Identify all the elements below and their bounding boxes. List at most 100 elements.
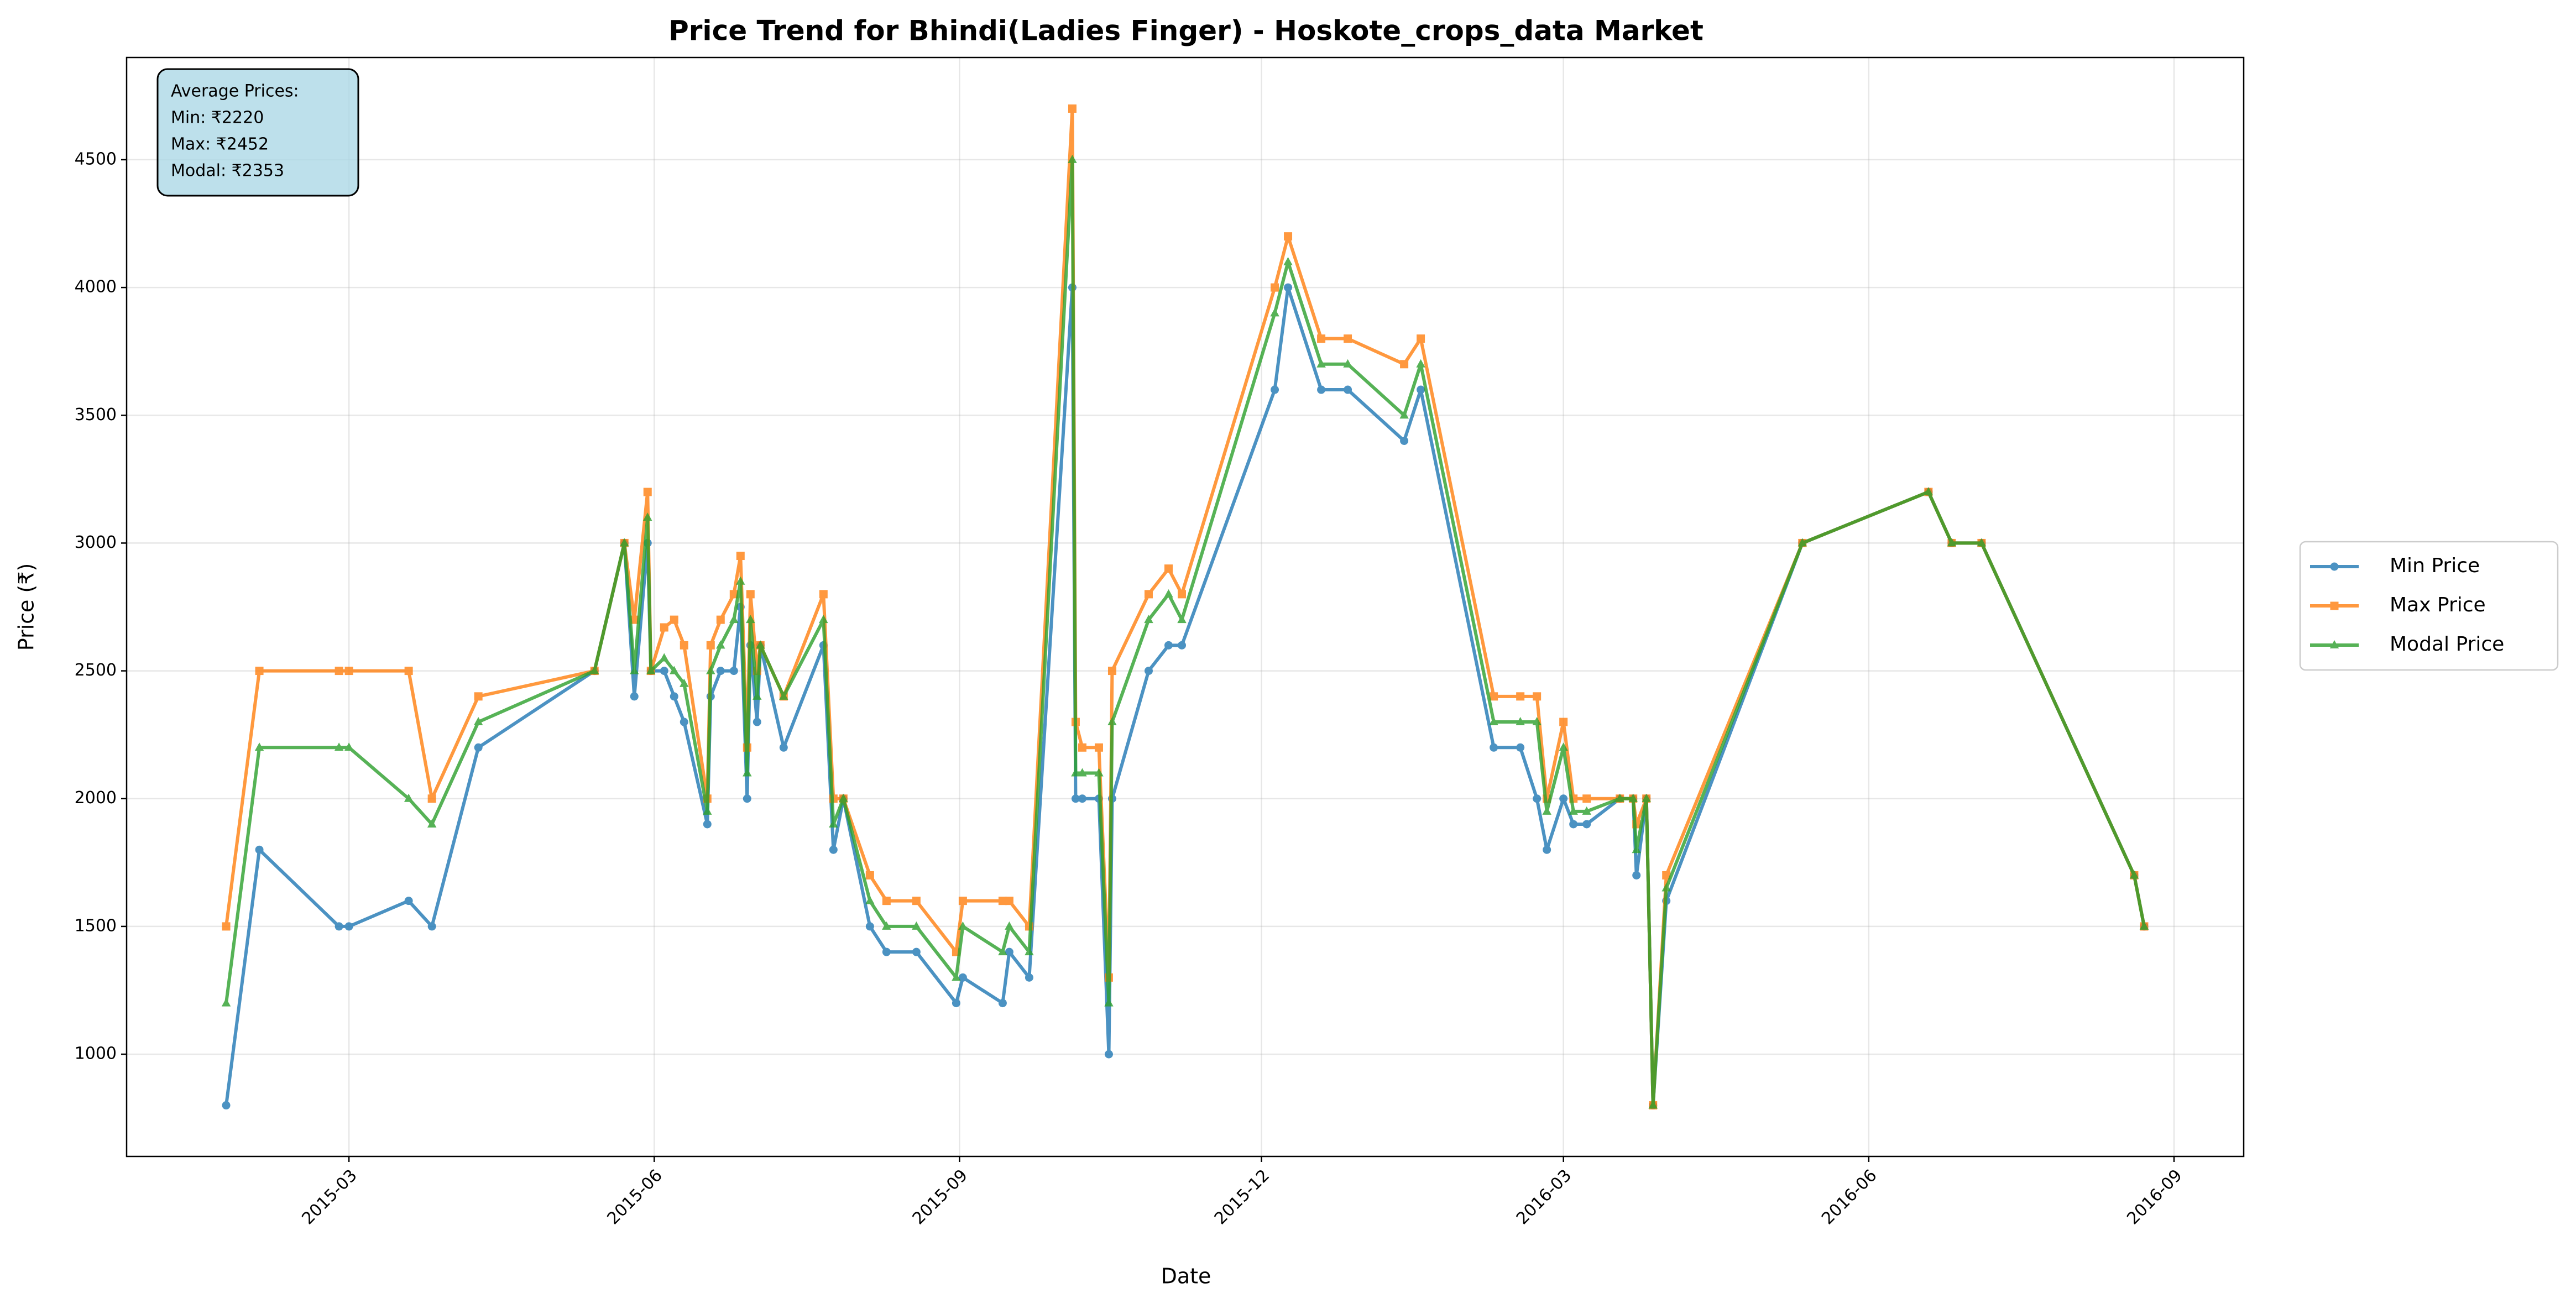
marker (1025, 973, 1033, 982)
marker (1317, 385, 1326, 394)
marker (2330, 601, 2339, 610)
marker (1628, 793, 1638, 802)
marker (1144, 667, 1153, 676)
marker (736, 552, 745, 561)
marker (1317, 334, 1326, 343)
marker (1632, 871, 1641, 879)
marker (680, 718, 688, 726)
marker (642, 512, 652, 521)
marker (222, 922, 231, 931)
marker (706, 666, 715, 674)
marker (221, 998, 231, 1007)
marker (427, 922, 436, 931)
annotation-text: Max: ₹2452 (171, 135, 269, 154)
legend-label: Max Price (2390, 594, 2486, 616)
marker (473, 717, 483, 726)
line (224, 107, 2146, 1107)
marker (1399, 410, 1409, 419)
marker (646, 666, 656, 674)
marker (1582, 806, 1591, 815)
marker (630, 615, 639, 624)
marker (1068, 154, 1077, 163)
chart-title: Price Trend for Bhindi(Ladies Finger) - … (668, 15, 1704, 47)
marker (1662, 871, 1671, 879)
marker (882, 897, 891, 905)
marker (1977, 538, 1987, 547)
marker (865, 871, 874, 879)
marker (952, 972, 961, 981)
marker (1542, 806, 1551, 815)
marker (2330, 562, 2339, 571)
marker (1559, 718, 1568, 726)
marker (1078, 743, 1086, 752)
series (222, 104, 2149, 1110)
marker (703, 806, 712, 815)
marker (589, 666, 599, 674)
legend-entry (2310, 562, 2359, 571)
marker (1177, 615, 1187, 624)
marker (344, 667, 353, 676)
legend-box (2299, 541, 2559, 671)
marker (1533, 794, 1542, 803)
marker (2139, 921, 2149, 930)
marker (344, 742, 354, 751)
marker (1071, 794, 1080, 803)
marker (1068, 104, 1077, 113)
marker (819, 615, 828, 624)
plot-frame (126, 56, 2245, 1158)
marker (1343, 359, 1352, 368)
marker (779, 743, 788, 752)
marker (998, 897, 1007, 905)
marker (912, 947, 921, 956)
marker (1107, 717, 1117, 726)
annotation-text: Average Prices: (171, 82, 299, 101)
marker (660, 653, 669, 662)
marker (254, 742, 264, 751)
marker (839, 793, 848, 802)
annotation-text: Min: ₹2220 (171, 108, 264, 128)
marker (1490, 692, 1498, 701)
marker (912, 897, 921, 905)
marker (1164, 589, 1173, 598)
marker (2129, 870, 2139, 879)
marker (1271, 283, 1279, 292)
marker (958, 973, 967, 982)
marker (779, 691, 788, 700)
marker (1104, 998, 1114, 1007)
marker (1532, 717, 1542, 726)
marker (1107, 667, 1116, 676)
marker (474, 692, 483, 701)
marker (865, 922, 874, 931)
marker (1177, 590, 1186, 599)
x-axis-label: Date (1161, 1264, 1211, 1289)
marker (1177, 641, 1186, 650)
marker (1559, 742, 1568, 751)
marker (334, 742, 344, 751)
line (224, 286, 2146, 1107)
marker (1582, 794, 1591, 803)
marker (335, 922, 343, 931)
marker (736, 576, 745, 585)
marker (958, 897, 967, 905)
legend-entry (2310, 601, 2359, 610)
marker (952, 999, 960, 1008)
marker (1569, 820, 1578, 829)
marker (474, 743, 483, 752)
marker (1924, 486, 1934, 495)
marker (1416, 359, 1425, 368)
marker (1344, 334, 1352, 343)
marker (1489, 717, 1498, 726)
marker (404, 897, 413, 905)
marker (1094, 743, 1103, 752)
marker (746, 615, 755, 624)
marker (1632, 845, 1641, 854)
marker (1417, 334, 1425, 343)
marker (1661, 883, 1671, 892)
marker (344, 922, 353, 931)
marker (1559, 794, 1568, 803)
marker (660, 667, 668, 676)
marker (1144, 590, 1153, 599)
marker (1417, 385, 1425, 394)
legend-label: Modal Price (2390, 633, 2504, 656)
